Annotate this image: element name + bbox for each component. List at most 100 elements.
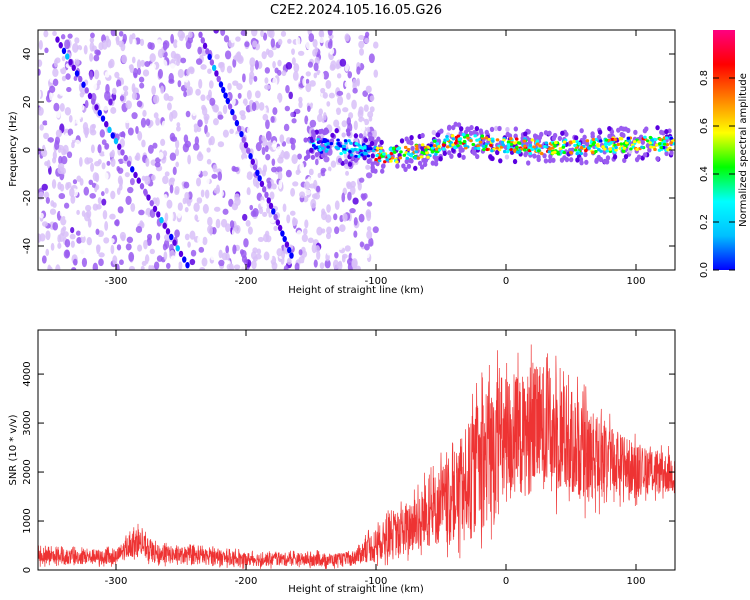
carrier-core xyxy=(624,141,629,145)
noise-blob xyxy=(198,246,205,253)
carrier-haze xyxy=(495,149,500,156)
noise-blob xyxy=(318,108,323,116)
noise-blob xyxy=(217,171,223,181)
noise-blob xyxy=(276,166,283,173)
carrier-core xyxy=(453,146,457,150)
noise-blob xyxy=(168,211,174,221)
noise-blob xyxy=(213,118,219,126)
carrier-core xyxy=(501,143,506,147)
noise-blob xyxy=(214,244,221,253)
carrier-core xyxy=(666,148,670,152)
noise-blob xyxy=(47,266,53,270)
carrier-core xyxy=(413,156,418,160)
noise-blob xyxy=(55,264,61,270)
carrier-core xyxy=(562,150,567,155)
noise-blob xyxy=(55,109,61,119)
carrier-core xyxy=(374,157,378,162)
noise-blob xyxy=(154,161,161,168)
noise-blob xyxy=(166,146,173,152)
noise-blob xyxy=(204,189,210,199)
carrier-core xyxy=(637,140,641,144)
carrier-core xyxy=(522,139,527,143)
carrier-core xyxy=(657,142,662,146)
noise-blob xyxy=(124,172,130,178)
carrier-core xyxy=(579,151,584,156)
noise-blob xyxy=(341,120,348,128)
carrier-core xyxy=(329,142,334,146)
carrier-core xyxy=(528,143,533,148)
noise-blob xyxy=(156,255,163,262)
noise-blob xyxy=(38,40,43,50)
streak-segment xyxy=(182,256,187,263)
carrier-core xyxy=(338,144,343,148)
carrier-core xyxy=(659,146,663,150)
carrier-haze xyxy=(303,137,308,143)
carrier-haze xyxy=(468,130,474,136)
carrier-core xyxy=(478,140,483,144)
noise-blob xyxy=(349,208,356,214)
streak-segment xyxy=(277,224,283,232)
carrier-core xyxy=(516,141,521,145)
noise-blob xyxy=(169,63,176,72)
carrier-core xyxy=(377,156,382,160)
noise-blob xyxy=(178,261,183,270)
noise-blob xyxy=(83,44,88,55)
streak-segment xyxy=(211,64,217,72)
noise-blob xyxy=(366,226,372,232)
noise-blob xyxy=(49,85,56,94)
noise-blob xyxy=(57,166,64,175)
noise-blob xyxy=(192,244,199,251)
noise-blob xyxy=(163,251,168,261)
carrier-core xyxy=(619,142,624,146)
carrier-core xyxy=(585,139,590,143)
noise-blob xyxy=(327,166,332,172)
carrier-core xyxy=(383,160,387,164)
noise-blob xyxy=(209,135,215,146)
noise-blob xyxy=(197,66,202,76)
carrier-core xyxy=(506,145,511,150)
noise-blob xyxy=(97,79,101,86)
carrier-core xyxy=(512,148,517,152)
carrier-core xyxy=(532,145,536,149)
carrier-haze xyxy=(597,129,603,135)
noise-blob xyxy=(339,224,346,233)
noise-blob xyxy=(332,259,339,270)
noise-blob xyxy=(318,71,325,81)
noise-blob xyxy=(155,39,163,48)
noise-blob xyxy=(164,171,170,177)
carrier-core xyxy=(608,147,613,151)
streak-segment xyxy=(152,205,158,212)
carrier-core xyxy=(309,148,314,152)
noise-blob xyxy=(41,221,48,227)
carrier-core xyxy=(591,137,596,142)
snr-x-tick-label: -300 xyxy=(105,576,128,587)
noise-blob xyxy=(92,262,99,270)
carrier-core xyxy=(584,149,588,153)
noise-blob xyxy=(63,202,70,209)
noise-blob xyxy=(184,75,189,83)
noise-blob xyxy=(281,250,286,259)
noise-blob xyxy=(185,40,192,50)
noise-blob xyxy=(356,66,361,75)
carrier-haze xyxy=(406,163,412,169)
noise-blob xyxy=(257,236,264,243)
noise-blob xyxy=(52,78,59,87)
noise-blob xyxy=(95,216,101,224)
noise-blob xyxy=(341,192,346,203)
noise-blob xyxy=(79,246,86,257)
spectrogram-x-ticks: -300 -200 -100 0 100 xyxy=(105,30,646,287)
noise-blob xyxy=(89,226,94,234)
noise-blob xyxy=(335,107,342,115)
noise-blob xyxy=(167,95,174,102)
carrier-core xyxy=(320,146,325,150)
noise-blob xyxy=(69,233,76,240)
noise-blob xyxy=(352,87,358,94)
noise-blob xyxy=(66,87,72,93)
noise-blob xyxy=(232,80,239,86)
noise-blob xyxy=(367,131,373,138)
snr-y-tick-label: 3000 xyxy=(22,410,33,435)
carrier-core xyxy=(573,148,578,152)
snr-y-axis-label: SNR (10 * v/v) xyxy=(8,414,19,485)
carrier-core xyxy=(390,156,395,160)
streak-segment xyxy=(280,230,285,237)
